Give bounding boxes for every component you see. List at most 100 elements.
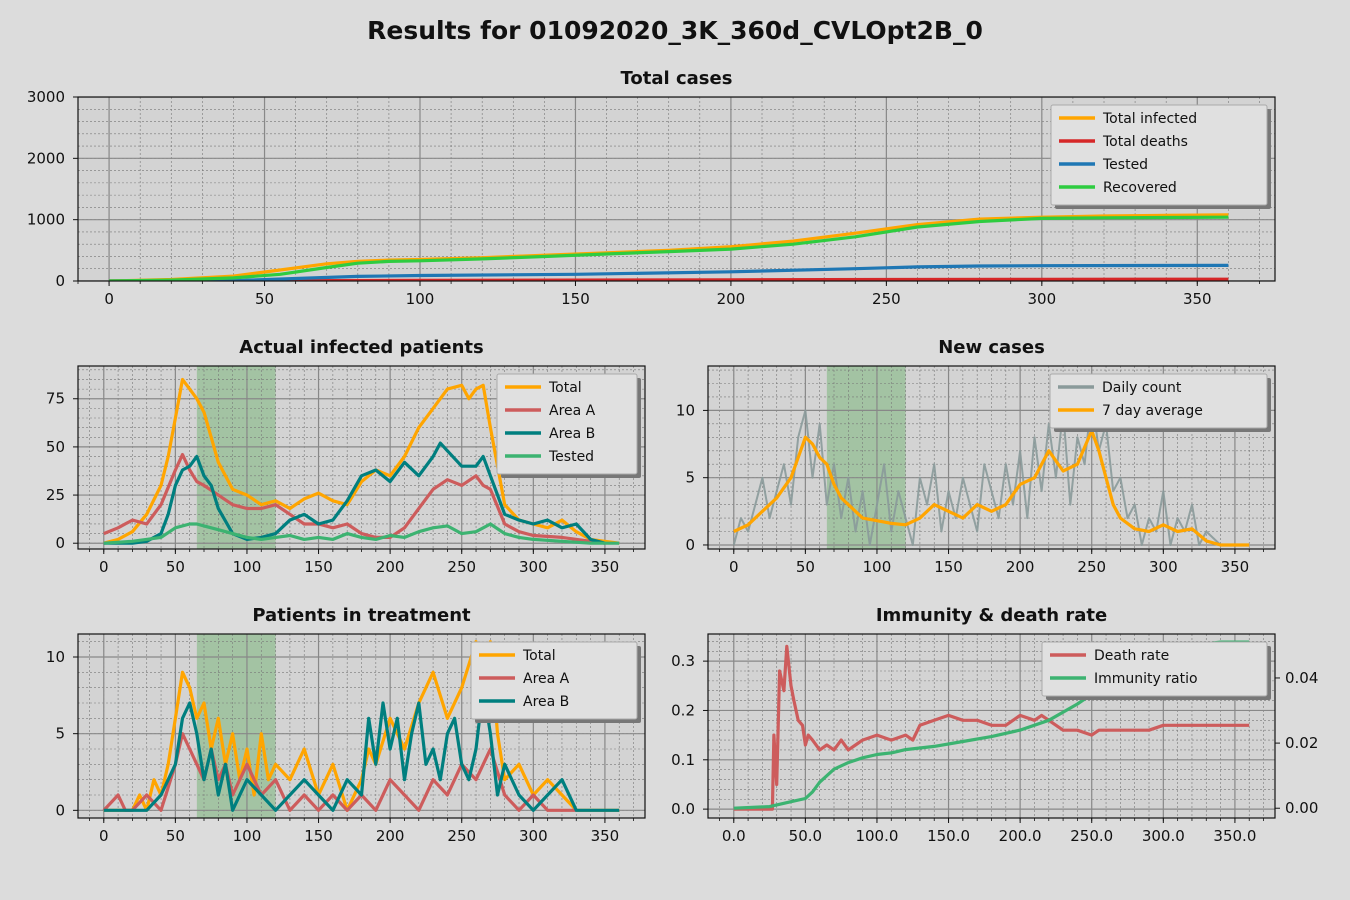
x-tick-label: 100.0 [855,827,898,845]
x-tick-label: 300 [519,827,548,845]
x-tick-label: 150.0 [927,827,970,845]
x-tick-label: 250 [447,558,476,576]
y-tick-label: 0 [685,536,695,554]
y-tick-label: 2000 [27,149,65,167]
x-tick-label: 350 [591,558,620,576]
legend-label: Recovered [1103,180,1177,196]
x-tick-label: 350.0 [1213,827,1256,845]
x-tick-label: 150 [304,558,333,576]
chart-title: Total cases [621,68,733,89]
y-tick-label: 75 [46,390,65,408]
y-tick-label: 10 [676,401,695,419]
x-tick-label: 50 [255,290,274,308]
x-tick-label: 50.0 [789,827,822,845]
legend-box [1041,641,1268,697]
y-tick-label: 0.0 [671,800,695,818]
y-tick-label: 0.2 [671,701,695,719]
series-line [103,686,620,812]
chart-title: Immunity & death rate [876,605,1107,626]
legend-label: Area A [549,403,596,419]
x-tick-label: 200.0 [999,827,1042,845]
legend-label: 7 day average [1102,403,1203,419]
legend: Total Area A Area B Tested [496,373,641,478]
x-tick-label: 200 [717,290,746,308]
x-tick-label: 250.0 [1070,827,1113,845]
y-tick-label: 0.1 [671,751,695,769]
chart-actual_infected: 0 50 100 150 200 250 300 350 0 25 50 75 Actual infec… [46,337,646,576]
chart-title: New cases [938,337,1045,358]
x-tick-label: 0 [99,558,109,576]
chart-total_cases: 0 50 100 150 200 250 300 350 0 1000 2000 3000 Total … [27,68,1276,308]
x-tick-label: 50 [796,558,815,576]
legend-box [1049,373,1268,429]
y-tick-label: 0 [55,272,65,290]
figure-title: Results for 01092020_3K_360d_CVLOpt2B_0 [367,16,983,45]
series-line [733,644,1250,811]
series-line [109,215,1229,281]
x-tick-label: 100 [233,827,262,845]
y-tick-label: 1000 [27,211,65,229]
legend-label: Tested [548,449,594,465]
legend-label: Tested [1102,157,1148,173]
x-tick-label: 0 [729,558,739,576]
series-line [103,441,606,545]
y-tick-label: 0 [55,801,65,819]
x-tick-label: 250 [447,827,476,845]
shaded-interval [196,366,276,549]
y-tick-label: 0 [55,534,65,552]
x-tick-label: 200 [376,558,405,576]
legend: Total Area A Area B [470,641,641,723]
x-tick-label: 0.0 [722,827,746,845]
x-tick-label: 300 [1149,558,1178,576]
y-tick-label: 5 [685,469,695,487]
x-tick-label: 300 [519,558,548,576]
y-tick-label: 10 [46,648,65,666]
x-tick-label: 50 [166,558,185,576]
series-line [103,377,620,545]
x-tick-label: 50 [166,827,185,845]
legend: Daily count 7 day average [1049,373,1271,432]
legend-label: Death rate [1094,648,1169,664]
x-tick-label: 350 [1183,290,1212,308]
chart-title: Actual infected patients [239,337,483,358]
series-line [103,453,606,545]
y-tick-label: 3000 [27,88,65,106]
y-right-tick-label: 0.04 [1285,669,1318,687]
series-line [103,522,620,545]
chart-immunity_death: 0.0 50.0 100.0 150.0 200.0 250.0 300.0 350.0 0.0… [671,605,1318,845]
legend-label: Total [522,648,556,664]
legend: Total infected Total deaths Tested Recovere… [1050,104,1271,209]
legend-label: Area B [549,426,595,442]
legend-box [1050,104,1268,206]
plot-frame [77,96,1276,282]
x-tick-label: 300.0 [1142,827,1185,845]
legend-label: Total infected [1102,111,1197,127]
x-tick-label: 100 [406,290,435,308]
legend-label: Area B [523,694,569,710]
x-tick-label: 100 [863,558,892,576]
x-tick-label: 250 [1077,558,1106,576]
legend-label: Daily count [1102,380,1182,396]
legend: Death rate Immunity ratio [1041,641,1271,700]
series-group [103,377,620,545]
chart-patients_treatment: 0 50 100 150 200 250 300 350 0 5 10 Patients in tre… [46,605,646,845]
x-tick-label: 350 [1221,558,1250,576]
legend-label: Total deaths [1102,134,1188,150]
x-tick-label: 200 [376,827,405,845]
series-group [732,395,1250,547]
y-tick-label: 0.3 [671,652,695,670]
legend-label: Area A [523,671,570,687]
x-tick-label: 250 [872,290,901,308]
legend-label: Immunity ratio [1094,671,1198,687]
x-tick-label: 100 [233,558,262,576]
x-tick-label: 150 [561,290,590,308]
y-tick-label: 25 [46,486,65,504]
series-line [109,263,1229,281]
y-tick-label: 5 [55,725,65,743]
y-right-tick-label: 0.02 [1285,734,1318,752]
series-line [733,429,1250,547]
x-tick-label: 150 [304,827,333,845]
x-tick-label: 200 [1006,558,1035,576]
